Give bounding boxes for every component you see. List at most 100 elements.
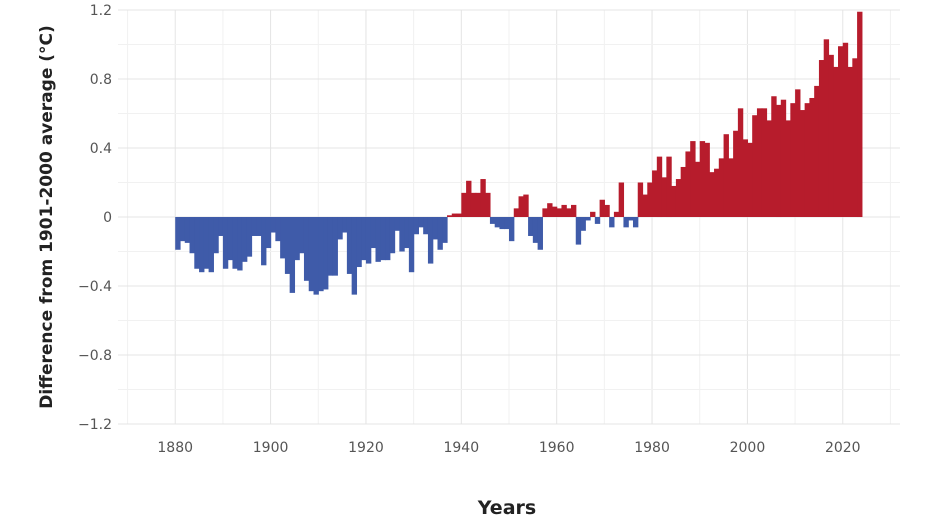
bar-1993	[714, 168, 720, 217]
bar-1921	[370, 217, 377, 249]
bar-1965	[580, 217, 586, 231]
bar-1981	[656, 156, 663, 218]
y-axis-title: Difference from 1901-2000 average (°C)	[37, 25, 57, 409]
bar-1902	[280, 217, 286, 259]
bar-1887	[208, 217, 214, 273]
bar-1894	[241, 217, 248, 262]
bar-2005	[771, 96, 777, 217]
y-tick-label: 0.4	[90, 141, 112, 157]
bar-1913	[332, 217, 338, 276]
x-tick-label: 1960	[539, 440, 575, 456]
bar-1942	[470, 192, 477, 217]
bar-1947	[494, 217, 501, 228]
bar-1909	[313, 217, 319, 295]
bar-1950	[509, 217, 515, 242]
bar-1930	[413, 217, 419, 235]
x-axis-title: Years	[477, 497, 536, 519]
x-axis-tick-labels: 1880 1900 1920 1940 1960 1980 2000 2020	[157, 440, 860, 456]
bar-1940	[461, 192, 467, 217]
bar-1890	[222, 217, 229, 269]
bar-1901	[275, 217, 281, 242]
bar-1925	[389, 217, 396, 254]
bar-1918	[356, 217, 362, 268]
bar-2009	[790, 103, 796, 217]
bar-1935	[437, 217, 443, 250]
bar-1989	[694, 161, 701, 217]
bar-1932	[423, 217, 429, 235]
bar-2011	[799, 110, 806, 217]
y-axis-tick-labels: −1.2 −0.8 −0.4 0 0.4 0.8 1.2	[78, 3, 112, 433]
bar-1954	[528, 217, 534, 236]
bar-1927	[399, 217, 405, 252]
bar-1933	[427, 217, 434, 264]
x-tick-label: 1920	[348, 440, 384, 456]
bar-1914	[337, 217, 343, 240]
bar-1998	[737, 108, 744, 217]
bar-2015	[818, 60, 825, 217]
y-tick-label: −0.4	[78, 279, 112, 295]
bar-1906	[299, 217, 305, 254]
bar-2002	[756, 108, 763, 217]
bar-1897	[256, 217, 262, 236]
bar-1995	[723, 134, 729, 217]
bar-1970	[604, 204, 610, 217]
bar-1951	[513, 208, 520, 217]
bar-1980	[652, 170, 658, 217]
x-tick-label: 2000	[730, 440, 766, 456]
bar-1972	[613, 211, 620, 217]
bar-2000	[747, 142, 753, 217]
bar-2021	[847, 66, 853, 217]
bar-1964	[575, 217, 582, 245]
y-tick-label: 0.8	[90, 72, 112, 88]
bar-1900	[270, 217, 276, 233]
bar-1984	[671, 185, 677, 217]
bar-1882	[184, 217, 191, 243]
bar-1939	[456, 213, 462, 217]
bar-1959	[551, 206, 558, 217]
bar-2019	[838, 46, 844, 217]
bar-1934	[432, 217, 439, 240]
bar-1926	[394, 217, 400, 231]
bar-1881	[179, 217, 186, 242]
bar-1958	[547, 203, 553, 217]
bar-2017	[828, 54, 834, 217]
bar-1916	[346, 217, 353, 274]
bar-1966	[585, 217, 591, 221]
bar-1994	[718, 158, 725, 217]
bar-1885	[199, 217, 205, 273]
bar-1990	[699, 141, 706, 217]
x-tick-label: 1980	[634, 440, 670, 456]
bar-2022	[852, 58, 858, 217]
anomaly-bars	[175, 11, 863, 295]
bar-2012	[804, 103, 810, 217]
y-tick-label: 0	[103, 210, 112, 226]
bar-1944	[480, 179, 486, 217]
bar-1880	[175, 217, 181, 250]
bar-1987	[685, 151, 691, 217]
bar-1978	[642, 194, 648, 217]
bar-2006	[776, 104, 782, 218]
bar-1952	[518, 196, 524, 217]
bar-1974	[623, 217, 629, 228]
bar-1931	[418, 217, 424, 228]
bar-1968	[594, 217, 601, 224]
bar-1979	[647, 182, 653, 217]
bar-2008	[785, 120, 791, 217]
bar-1986	[680, 166, 687, 217]
bar-1969	[599, 199, 605, 217]
bar-1907	[303, 217, 310, 281]
bar-1889	[218, 217, 224, 236]
x-tick-label: 1880	[157, 440, 193, 456]
bar-1971	[609, 217, 615, 228]
bar-1924	[385, 217, 391, 261]
bar-1967	[590, 211, 596, 217]
bar-2014	[814, 85, 820, 218]
y-tick-label: −1.2	[78, 417, 112, 433]
bar-1949	[504, 217, 510, 230]
bar-2023	[857, 11, 863, 218]
bar-1893	[237, 217, 243, 271]
bar-1953	[523, 194, 529, 217]
bar-1988	[690, 141, 696, 217]
bar-1896	[251, 217, 257, 236]
